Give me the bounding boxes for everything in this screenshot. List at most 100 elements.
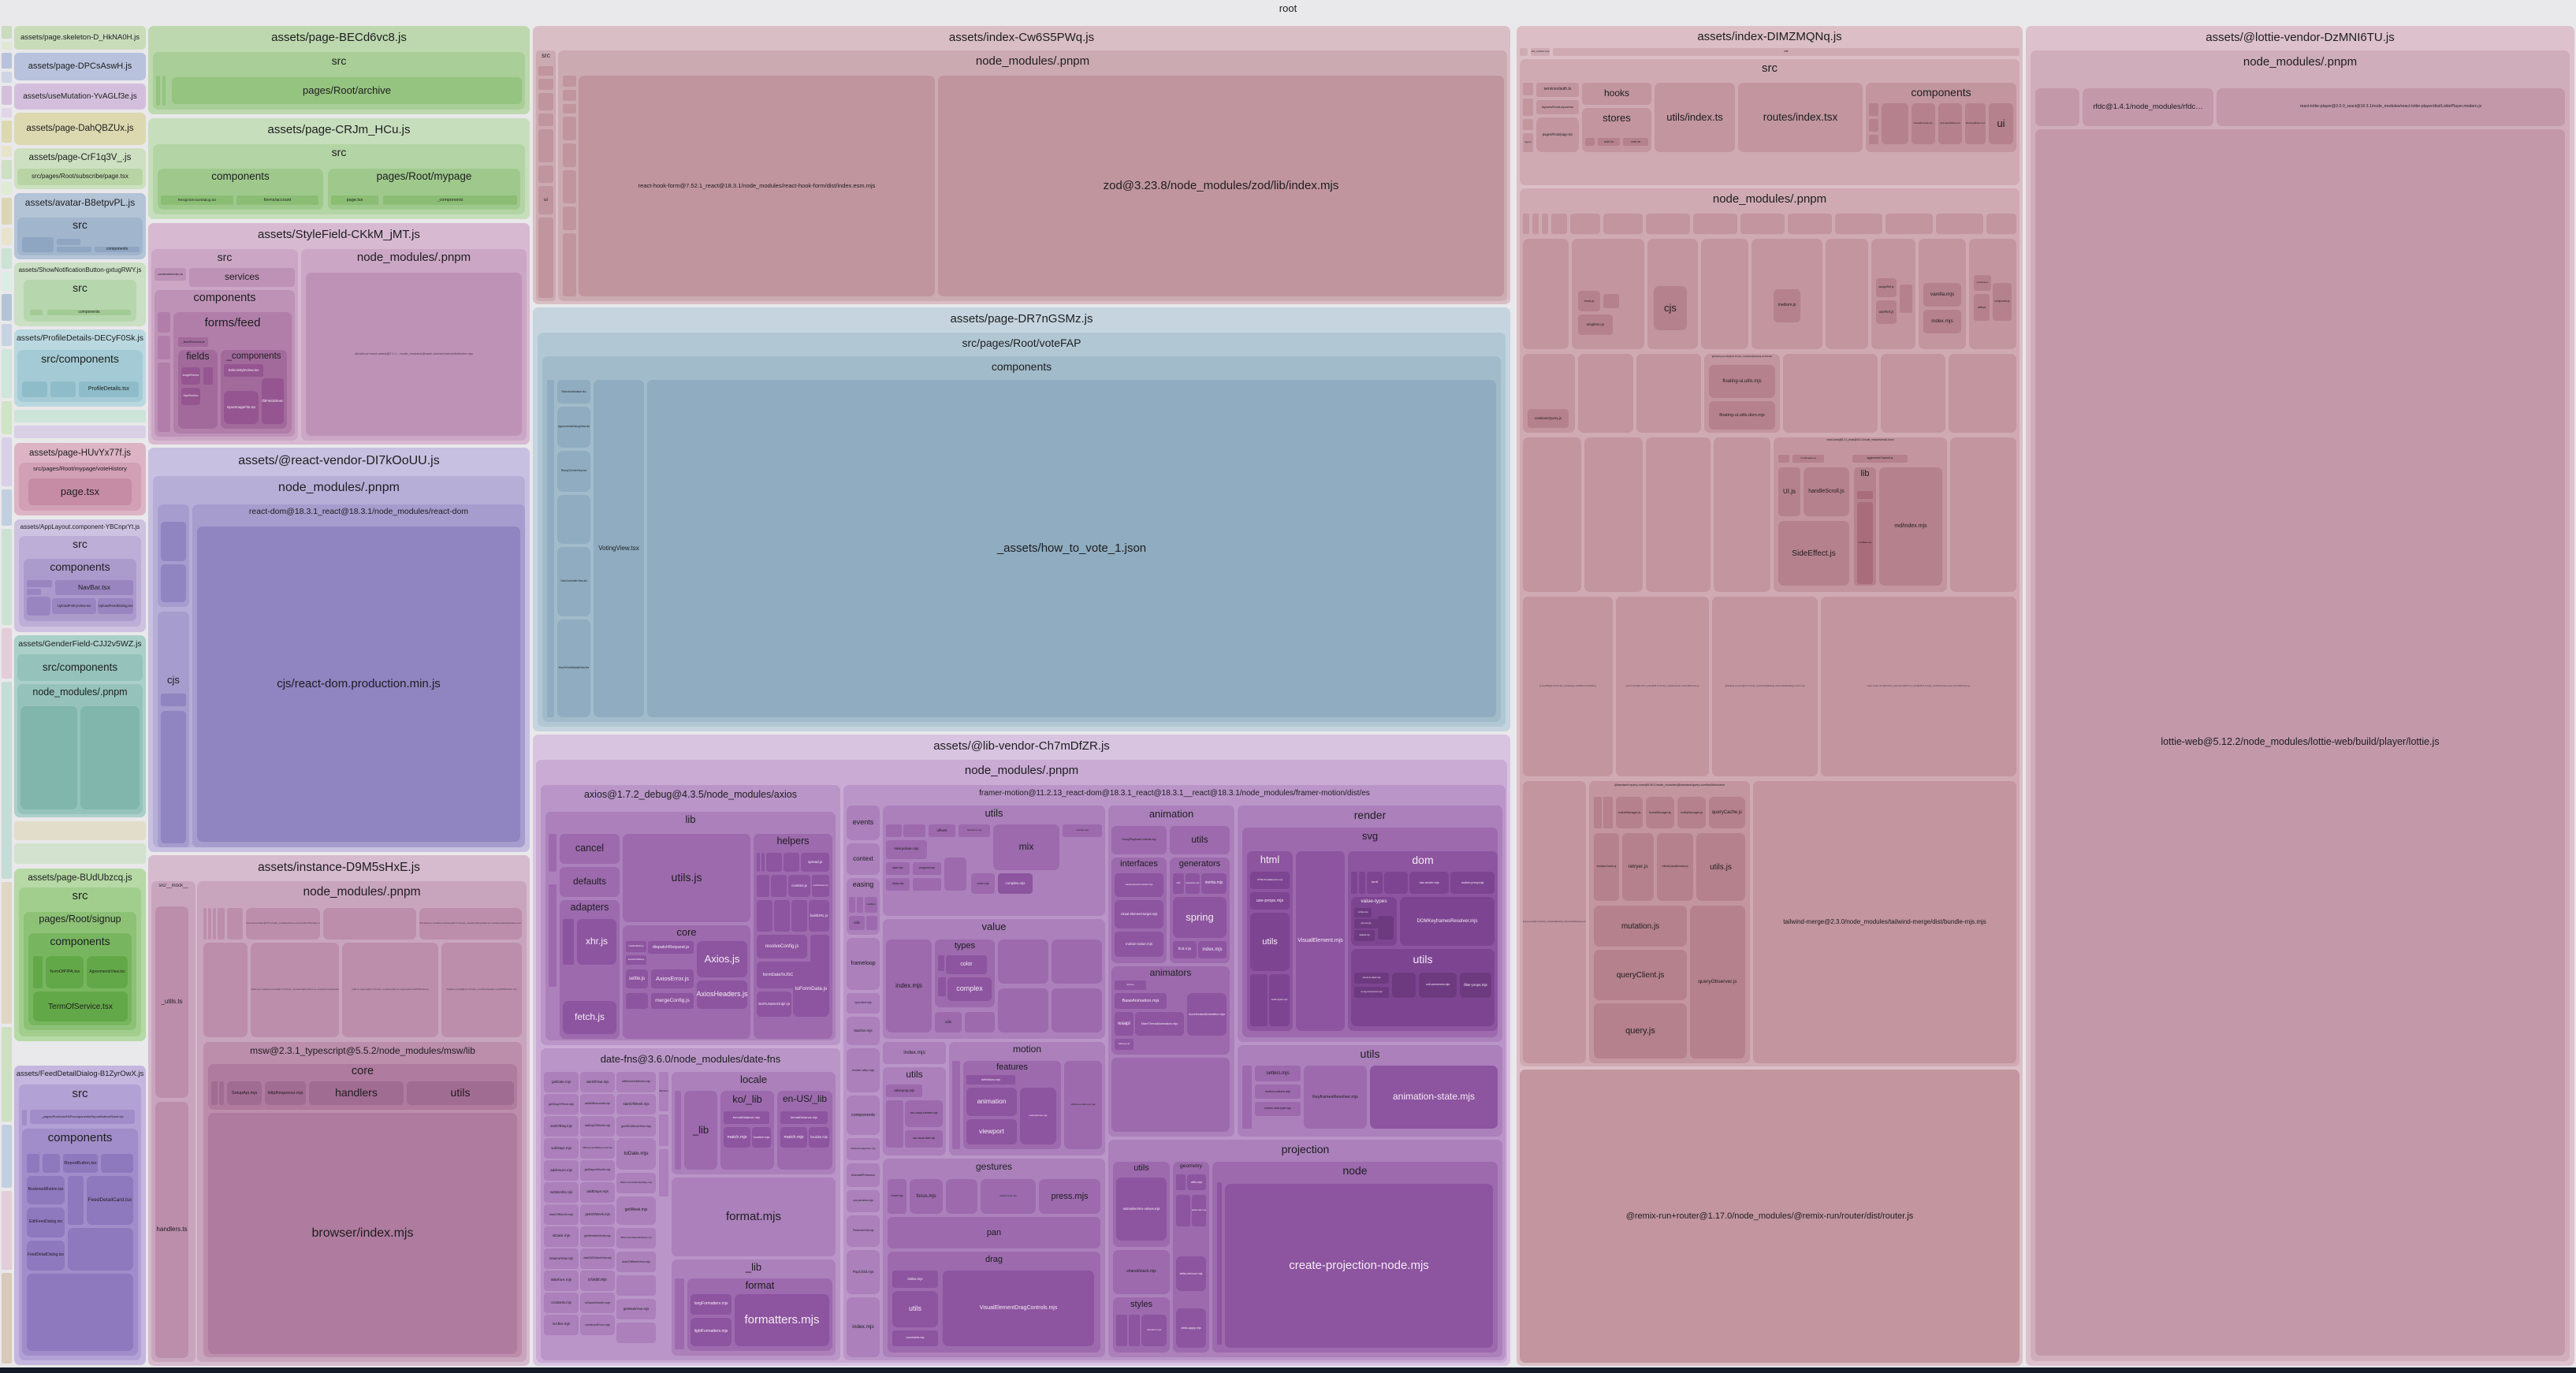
- cell-src[interactable]: src components NavBar.tsx UploadPolicyView.…: [19, 536, 141, 627]
- treemap-cell[interactable]: [158, 504, 189, 607]
- cell-cancel[interactable]: cancel: [560, 834, 620, 864]
- treemap-cell[interactable]: [208, 908, 211, 940]
- cell-acceleratedanimation-mjs[interactable]: AcceleratedAnimation.mjs: [1187, 993, 1227, 1036]
- cell-baseanimation-mjs[interactable]: BaseAnimation.mjs: [1115, 993, 1167, 1009]
- cell-utils-ts[interactable]: _utils.ts: [155, 906, 188, 1098]
- strip-cell[interactable]: [2, 228, 12, 245]
- cell-modifiers[interactable]: modifiers: [865, 897, 877, 913]
- cell-queryclient-js[interactable]: queryClient.js: [1594, 950, 1687, 1000]
- treemap-cell[interactable]: [1778, 455, 1789, 463]
- cell-node-modules-pnpm[interactable]: node_modules/.pnpm cjs react-dom@18.3.1_re…: [153, 476, 525, 847]
- treemap-cell[interactable]: [659, 1114, 668, 1146]
- treemap-cell[interactable]: [1551, 214, 1567, 234]
- cell-easing-mjs[interactable]: easing.mjs: [1115, 1039, 1134, 1050]
- cell-scroll[interactable]: scroll: [1367, 872, 1383, 894]
- treemap-cell[interactable]: [27, 589, 41, 595]
- strip-cell[interactable]: [2, 182, 12, 195]
- strip-cell[interactable]: [2, 42, 12, 50]
- strip-cell[interactable]: [2, 121, 12, 143]
- cell-stores[interactable]: stores auth.ts vote.ts: [1582, 108, 1651, 152]
- cell-render-step-mjs[interactable]: render-step.mjs: [847, 1048, 880, 1092]
- cell-index-mjs[interactable]: index.mjs: [886, 940, 932, 1033]
- cell-node-modules-pnpm[interactable]: node_modules/.pnpm axios@1.7.2_debug@4.3.…: [536, 760, 1507, 1363]
- cell-randomavatar-tsx[interactable]: RandomAvatar.tsx: [557, 380, 590, 404]
- cell-queryobserver-js[interactable]: queryObserver.js: [1690, 906, 1745, 1059]
- cell-date-fns-3-6-0-node-modules-date-fns[interactable]: date-fns@3.6.0/node_modules/date-fns getD…: [541, 1048, 840, 1360]
- cell-floating-ui-core-1-6-4-node-modules-floating-ui-[interactable]: @floating-ui+core@1.6.4/node_modules/@fl…: [1523, 781, 1586, 1063]
- cell-htmlvisualelement-mjs[interactable]: HTMLVisualElement.mjs: [1250, 872, 1290, 889]
- treemap-cell[interactable]: [156, 76, 160, 106]
- cell-localize-mjs[interactable]: localize.mjs: [809, 1127, 829, 1148]
- cell-number-mjs[interactable]: number.mjs: [1354, 908, 1372, 917]
- cell-components[interactable]: components TermOfPIPA.tsx AgreementsView.t…: [28, 933, 132, 1025]
- cell-constants-index-ts[interactable]: constants/index.ts: [154, 268, 186, 281]
- cell-events[interactable]: events: [847, 806, 880, 840]
- treemap-cell[interactable]: [771, 875, 787, 897]
- cell-unit-conversion-mjs[interactable]: unit-conversion.mjs: [1419, 973, 1457, 998]
- cell-startofyear-mjs[interactable]: startOfYear.mjs: [580, 1072, 615, 1092]
- treemap-cell[interactable]: [1826, 239, 1868, 349]
- cell-differenceincalendardays-mjs[interactable]: differenceInCalendarDays.mjs: [616, 1173, 656, 1193]
- cell-format-mjs[interactable]: format.mjs: [672, 1178, 836, 1256]
- cell-feedschema-ts[interactable]: _feedSchema.ts: [178, 337, 208, 347]
- treemap-cell[interactable]: useBaseQuery.js: [1523, 354, 1575, 433]
- cell-addmilliseconds-mjs[interactable]: addMilliseconds.mjs: [580, 1094, 615, 1114]
- treemap-cell[interactable]: [626, 993, 648, 1009]
- treemap-cell[interactable]: [1359, 872, 1365, 894]
- cell-profiledetails-tsx[interactable]: ProfileDetails.tsx: [79, 381, 139, 397]
- strip-cell[interactable]: [2, 72, 12, 83]
- cell-mutationcache-js[interactable]: mutationCache.js: [1594, 833, 1619, 901]
- cell-utils[interactable]: utils: [849, 916, 865, 930]
- cell-utils[interactable]: utils: [1250, 913, 1290, 971]
- cell-buildfullpath-js[interactable]: buildFullPath.js: [626, 941, 646, 952]
- cell-services[interactable]: services: [189, 268, 295, 287]
- cell-easing[interactable]: easing modifiers utils: [847, 878, 880, 935]
- cell-gestures[interactable]: gestures hover.mjs focus.mjs utils/is-node.…: [883, 1159, 1105, 1357]
- cell-use-render-mjs[interactable]: use-render.mjs: [1409, 872, 1449, 894]
- cell-components[interactable]: components forms/feed _feedSchema.ts fields…: [154, 290, 295, 437]
- cell-votingview-tsx[interactable]: VotingView.tsx: [594, 380, 644, 717]
- cell-cjs[interactable]: cjs: [158, 612, 189, 847]
- cell-onlinemanager-js[interactable]: onlineManager.js: [1616, 797, 1643, 828]
- cell-ui-js[interactable]: UI.js: [1778, 467, 1800, 516]
- cell-vanilla-mjs[interactable]: vanilla.mjs: [1923, 283, 1961, 307]
- cell-aggressivecapture-js[interactable]: aggressiveCapture.js: [1852, 455, 1908, 463]
- cell-assets-genderfield-cjj2v5wz-js[interactable]: assets/GenderField-CJJ2v5WZ.js src/compon…: [14, 635, 146, 817]
- cell-issamemonth-mjs[interactable]: isSameMonth.mjs: [580, 1293, 615, 1313]
- treemap-cell[interactable]: constants.js utils.js component.js: [1969, 239, 2016, 349]
- cell-bundled-es-modules-cookie-2-0-0-node-modules-bun[interactable]: @bundled-es-modules+cookie@2.0.0/node_mo…: [251, 943, 339, 1037]
- cell-floating-ui-utils-0-2-4-node-modules-floating-ui[interactable]: @floating-ui+utils@0.2.4/node_modules/@f…: [1704, 354, 1780, 433]
- treemap-cell[interactable]: [563, 919, 574, 965]
- cell-uploadpolicyview-tsx[interactable]: UploadPolicyView.tsx: [52, 598, 96, 614]
- treemap-cell[interactable]: [538, 93, 553, 110]
- cell-html[interactable]: html HTMLVisualElement.mjs use-props.mjs ut…: [1247, 851, 1293, 1031]
- cell-getweekyear-mjs[interactable]: getWeekYear.mjs: [616, 1299, 656, 1319]
- cell-node-modules-pnpm[interactable]: node_modules/.pnpm @radix-ui+react-select…: [301, 249, 527, 441]
- cell-src[interactable]: src pages/Root/signup components TermOfPIPA…: [19, 887, 141, 1036]
- cell-components[interactable]: components: [847, 1096, 880, 1135]
- cell-editfeeddialog-tsx[interactable]: EditFeedDialog.tsx: [27, 1207, 65, 1237]
- cell-vote-ts[interactable]: vote.ts: [1623, 138, 1648, 146]
- treemap-cell[interactable]: [965, 1012, 995, 1033]
- cell-subdays-mjs[interactable]: subDays.mjs: [544, 1138, 579, 1159]
- cell-utils[interactable]: utils: [892, 1291, 938, 1327]
- cell-src-components[interactable]: src/components ProfileDetails.tsx: [17, 350, 143, 402]
- cell-formatdistance-mjs[interactable]: formatDistance.mjs: [724, 1111, 769, 1124]
- root-node-label[interactable]: root: [1279, 2, 1297, 14]
- cell-react-router-6-24-0-react-18-3-1-node-modules-re[interactable]: react-router@6.24.0_react@18.3.1/node_mo…: [1616, 597, 1709, 776]
- cell-motion-values-mjs[interactable]: motion-values.mjs: [1255, 1085, 1301, 1099]
- treemap-cell[interactable]: [1520, 48, 1528, 56]
- cell-use-visual-element-mjs[interactable]: use-visual-element.mjs: [905, 1100, 943, 1127]
- cell-utils[interactable]: utils valid-prop.mjs use-visual-element.mj…: [883, 1067, 946, 1155]
- cell-index-mjs[interactable]: index.mjs: [1198, 941, 1227, 958]
- strip-cell[interactable]: [2, 1273, 12, 1364]
- cell-node-modules-pnpm[interactable]: node_modules/.pnpm strict-event-emitter@0…: [197, 881, 527, 1362]
- treemap-cell[interactable]: [944, 858, 966, 891]
- treemap-cell[interactable]: [218, 908, 225, 940]
- cell-axioserror-js[interactable]: AxiosError.js: [651, 969, 694, 988]
- cell-type-int-mjs[interactable]: type-int.mjs: [1354, 919, 1378, 928]
- cell-motion-proxy-mjs[interactable]: motion-proxy.mjs: [1450, 872, 1495, 894]
- strip-cell[interactable]: [2, 882, 12, 1024]
- cell-use-props-mjs[interactable]: use-props.mjs: [1250, 892, 1290, 910]
- treemap-cell[interactable]: [20, 706, 77, 809]
